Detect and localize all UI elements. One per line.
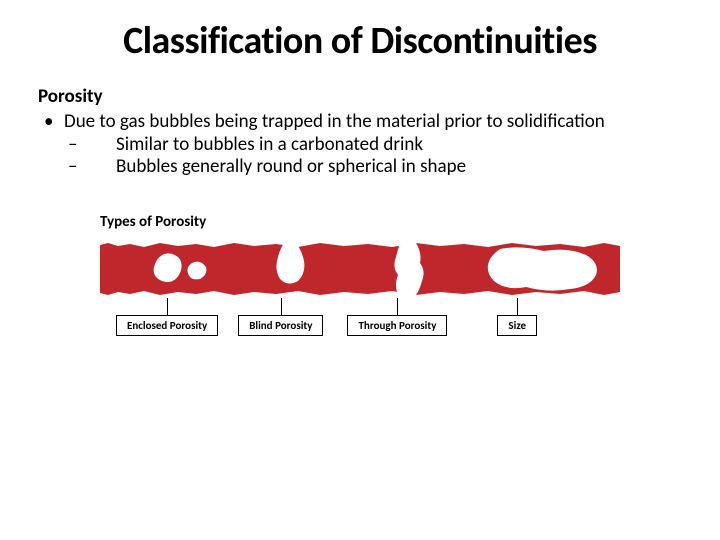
through-porosity-void xyxy=(394,243,423,295)
porosity-bar xyxy=(100,241,620,297)
label-enclosed-porosity: Enclosed Porosity xyxy=(116,315,218,336)
subheading-porosity: Porosity xyxy=(38,86,682,109)
dash-item: – Bubbles generally round or spherical i… xyxy=(68,156,682,179)
dash-text: Bubbles generally round or spherical in … xyxy=(116,156,682,179)
size-void xyxy=(488,248,597,291)
body-content: Porosity • Due to gas bubbles being trap… xyxy=(38,86,682,179)
dash-mark: – xyxy=(68,134,116,157)
figure-title: Types of Porosity xyxy=(100,213,620,231)
bullet-item: • Due to gas bubbles being trapped in th… xyxy=(44,111,682,134)
dash-item: – Similar to bubbles in a carbonated dri… xyxy=(68,134,682,157)
slide: Classification of Discontinuities Porosi… xyxy=(0,0,720,540)
label-blind-porosity: Blind Porosity xyxy=(238,315,323,336)
porosity-bar-svg xyxy=(100,241,620,297)
porosity-figure: Types of Porosity Enclosed Porosity Blin… xyxy=(100,213,620,336)
bullet-mark: • xyxy=(44,111,64,134)
bullet-text: Due to gas bubbles being trapped in the … xyxy=(64,111,682,134)
page-title: Classification of Discontinuities xyxy=(38,18,682,64)
dash-text: Similar to bubbles in a carbonated drink xyxy=(116,134,682,157)
dash-mark: – xyxy=(68,156,116,179)
label-through-porosity: Through Porosity xyxy=(347,315,447,336)
figure-labels: Enclosed Porosity Blind Porosity Through… xyxy=(116,315,620,336)
label-size: Size xyxy=(497,315,537,336)
